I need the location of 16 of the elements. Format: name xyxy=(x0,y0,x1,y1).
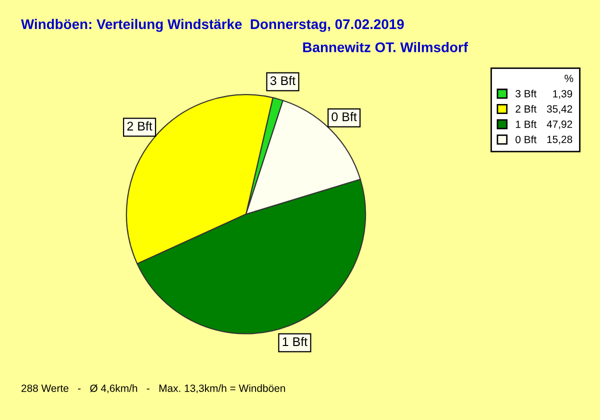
chart-subtitle: Bannewitz OT. Wilmsdorf xyxy=(303,42,468,52)
data-label: 35,42 xyxy=(546,105,572,114)
data-label: 15,28 xyxy=(547,136,572,144)
chart-title: Windböen: Verteilung Windstärke Donnerstag, 07.02.2019 xyxy=(21,18,404,32)
slice-label: 3 Bft xyxy=(270,76,296,86)
slice-label: 1 Bft xyxy=(282,336,308,346)
legend-label: 1 Bft xyxy=(516,120,537,128)
legend-label: 2 Bft xyxy=(516,105,537,113)
legend-label: 0 Bft xyxy=(516,136,537,144)
text: 288 Werte - Ø 4,6km/h - Max. 13,3km/h = Windböen xyxy=(22,384,286,394)
legend-label: 3 Bft xyxy=(516,90,537,98)
legend-title: % xyxy=(564,74,574,82)
data-label: 47,92 xyxy=(546,120,572,130)
slice-label: 2 Bft xyxy=(127,121,152,131)
slice-label: 0 Bft xyxy=(332,112,357,122)
data-label: 1,39 xyxy=(553,90,572,99)
